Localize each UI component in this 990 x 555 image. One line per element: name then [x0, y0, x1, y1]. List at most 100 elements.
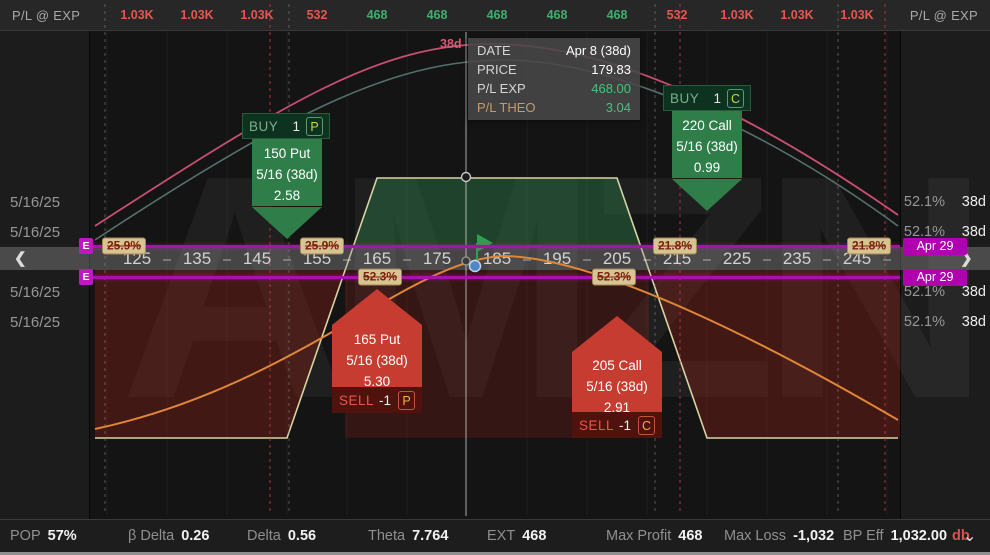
tooltip-label: DATE: [477, 43, 511, 58]
price-slice-line-lower[interactable]: [90, 276, 900, 279]
tooltip-value: 179.83: [591, 62, 631, 77]
sell-put-flag-footer[interactable]: SELL -1 P: [332, 387, 422, 413]
probability-chip[interactable]: 25.9%: [101, 237, 147, 255]
flag-quantity: 1: [713, 90, 721, 106]
sell-put-flag[interactable]: 165 Put 5/16 (38d) 5.30: [332, 325, 422, 389]
dte-value: 38d: [961, 314, 986, 330]
axis-minor-tick: [343, 259, 351, 261]
pl-exp-value: 1.03K: [840, 8, 874, 22]
probability-chip[interactable]: 21.8%: [652, 237, 698, 255]
ext-label: EXT: [487, 528, 516, 544]
probability-chip[interactable]: 52.3%: [591, 268, 637, 286]
price-tick: 195: [542, 249, 572, 268]
strategy-stats-bar: POP 57% β Delta 0.26 Delta 0.56 Theta 7.764 …: [0, 519, 990, 552]
theta-value: 7.764: [412, 528, 449, 544]
theta-label: Theta: [368, 528, 406, 544]
pan-left-chevron-icon[interactable]: ❮: [14, 250, 27, 267]
expiration-date-row[interactable]: 5/16/25: [10, 314, 61, 331]
expiration-e-badge-lower[interactable]: E: [79, 269, 93, 285]
buy-call-flag-header[interactable]: BUY 1 C: [663, 85, 751, 111]
pot-percent: 52.1%: [903, 194, 945, 210]
tooltip-label: P/L EXP: [477, 81, 526, 96]
flag-strike: 165 Put: [353, 332, 401, 347]
pl-exp-value: 468: [546, 8, 568, 22]
pl-exp-value: 1.03K: [120, 8, 154, 22]
flag-side-label: BUY: [249, 118, 279, 134]
flag-strike: 220 Call: [682, 118, 732, 133]
call-type-badge: C: [638, 415, 655, 435]
axis-minor-tick: [823, 259, 831, 261]
sell-call-flag-footer[interactable]: SELL -1 C: [572, 412, 662, 438]
probability-chip[interactable]: 21.8%: [846, 237, 892, 255]
call-type-badge: C: [727, 88, 744, 108]
pl-exp-label-right: P/L @ EXP: [909, 8, 978, 23]
put-type-badge: P: [398, 390, 415, 410]
pot-percent: 52.1%: [903, 284, 945, 300]
collapse-chevron-down-icon[interactable]: ⌄: [963, 528, 977, 545]
flag-price: 2.58: [273, 188, 301, 203]
flag-side-label: SELL: [339, 392, 375, 408]
expiration-e-badge-upper[interactable]: E: [79, 238, 93, 254]
pl-exp-value: 1.03K: [180, 8, 214, 22]
buy-call-flag[interactable]: 220 Call 5/16 (38d) 0.99: [672, 111, 742, 178]
max-profit-label: Max Profit: [606, 528, 672, 544]
axis-minor-tick: [643, 259, 651, 261]
price-tick: 145: [242, 249, 272, 268]
price-tick: 225: [722, 249, 752, 268]
put-type-badge: P: [306, 116, 323, 136]
expiration-date-row[interactable]: 5/16/25: [10, 284, 61, 301]
pl-exp-value: 468: [366, 8, 388, 22]
tooltip-value: 3.04: [605, 100, 631, 115]
pl-exp-value: 1.03K: [240, 8, 274, 22]
flag-strike: 205 Call: [592, 358, 642, 373]
bp-eff-value: 1,032.00: [890, 528, 948, 544]
sell-put-flag-pointer: [332, 289, 422, 325]
flag-expiry: 5/16 (38d): [586, 379, 648, 394]
axis-minor-tick: [403, 259, 411, 261]
pl-at-exp-bar: P/L @ EXP P/L @ EXP 1.03K 1.03K 1.03K 53…: [0, 0, 990, 31]
flag-price: 2.91: [603, 400, 631, 415]
sell-call-flag[interactable]: 205 Call 5/16 (38d) 2.91: [572, 352, 662, 415]
buy-put-flag[interactable]: 150 Put 5/16 (38d) 2.58: [252, 139, 322, 206]
expiration-date-row[interactable]: 5/16/25: [10, 194, 61, 211]
price-tick: 235: [782, 249, 812, 268]
crosshair-tooltip: DATE Apr 8 (38d) PRICE 179.83 P/L EXP 468.0…: [468, 38, 640, 120]
max-loss-value: -1,032: [793, 528, 835, 544]
pl-exp-value: 468: [426, 8, 448, 22]
axis-minor-tick: [703, 259, 711, 261]
probability-chip[interactable]: 52.3%: [357, 268, 403, 286]
buy-put-flag-pointer: [252, 207, 322, 239]
pl-exp-value: 468: [486, 8, 508, 22]
buy-put-flag-header[interactable]: BUY 1 P: [242, 113, 330, 139]
pl-exp-value: 468: [606, 8, 628, 22]
pl-exp-value: 532: [666, 8, 688, 22]
max-loss-label: Max Loss: [724, 528, 787, 544]
bp-eff-suffix: db: [952, 528, 970, 544]
pot-percent: 52.1%: [903, 224, 945, 240]
axis-minor-tick: [223, 259, 231, 261]
tooltip-label: PRICE: [477, 62, 517, 77]
flag-expiry: 5/16 (38d): [346, 353, 408, 368]
price-slice-line-upper[interactable]: [90, 245, 900, 248]
expiration-date-row[interactable]: 5/16/25: [10, 224, 61, 241]
pl-exp-value: 532: [306, 8, 328, 22]
pot-percent: 52.1%: [903, 314, 945, 330]
price-tick: 205: [602, 249, 632, 268]
sell-call-flag-pointer: [572, 316, 662, 352]
probability-chip[interactable]: 25.9%: [299, 237, 345, 255]
axis-minor-tick: [763, 259, 771, 261]
beta-delta-value: 0.26: [181, 528, 210, 544]
pl-exp-value: 1.03K: [720, 8, 754, 22]
slice-date-badge-upper[interactable]: Apr 29: [903, 238, 967, 255]
price-tick: 185: [482, 249, 512, 268]
flag-price: 0.99: [693, 160, 721, 175]
axis-minor-tick: [523, 259, 531, 261]
tooltip-label: P/L THEO: [477, 100, 536, 115]
price-tick: 175: [422, 249, 452, 268]
curve-dte-tag: 38d: [440, 37, 462, 51]
tooltip-value: Apr 8 (38d): [565, 43, 631, 58]
ext-value: 468: [522, 528, 547, 544]
slice-date-badge-lower[interactable]: Apr 29: [903, 269, 967, 286]
price-tick: 135: [182, 249, 212, 268]
window-edge-strip: [0, 552, 990, 555]
